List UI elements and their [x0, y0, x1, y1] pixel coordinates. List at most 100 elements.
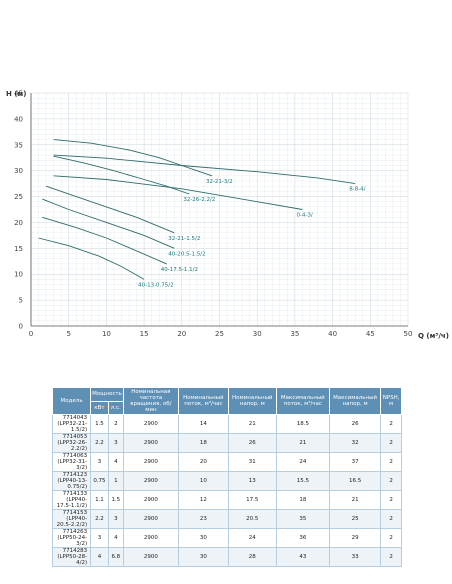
chart-grid [30, 92, 409, 327]
table-row: 7714153 (LPP40-20.5-2.2/2) 2.2 3 2900 23 20.5… [51, 509, 402, 529]
table-cell: 20 [177, 452, 229, 472]
chart-curves: 32-21-3/2 8-8-4/32-26-2.2/2 0-4-3/32-21-1.… [38, 139, 366, 288]
table-cell: 2 [380, 471, 402, 491]
table-cell: 2900 [122, 509, 179, 529]
table-cell: 29 [328, 528, 382, 548]
table-row: 7714123 (LPP40-13-0.75/2) 0.75 1 2900 10 13 15… [51, 471, 402, 491]
y-tick-label: 45 [14, 90, 23, 98]
table-cell: 2900 [122, 547, 179, 567]
table-row: 7714283 (LPP50-28-4/2) 4 6.8 2900 30 28 43 33 2 [51, 547, 402, 567]
x-tick-label: 0 [29, 330, 33, 338]
x-tick-label: 50 [404, 330, 413, 338]
table-cell: 6.8 [107, 547, 124, 567]
chart-ticks: 0 5 10 15 20 25 30 35 40 45 50 0 5 10 15 20 25 30 35 40 45 [14, 90, 412, 339]
series-line [53, 139, 213, 177]
table-cell: 1.5 [90, 414, 109, 434]
header-nominal-flow: Номинальный поток, м³/час [177, 387, 229, 415]
table-cell: 43 [275, 547, 331, 567]
series-label: 40-17.5-1.1/2 [161, 267, 198, 273]
table-row: 7714133 (LPP40-17.5-1.1/2) 1.1 1.5 2900 12 17… [51, 490, 402, 510]
table-cell: 1.1 [90, 490, 109, 510]
table-cell: 2 [380, 528, 402, 548]
cell-model: 7714153 (LPP40-20.5-2.2/2) [51, 509, 92, 529]
x-tick-label: 45 [366, 330, 375, 338]
table-cell: 16.5 [328, 471, 382, 491]
spec-table-wrap: Модель Мощность Номинальная частота вращ… [51, 387, 402, 567]
series-label: 0-4-3/ [296, 213, 312, 219]
header-max-head: Максимальный напор, м [328, 387, 382, 415]
header-model: Модель [51, 387, 92, 415]
y-tick-label: 5 [19, 297, 23, 305]
table-cell: 30 [177, 528, 229, 548]
table-cell: 2 [107, 414, 124, 434]
y-tick-label: 30 [14, 167, 23, 175]
table-cell: 36 [275, 528, 331, 548]
table-cell: 18.5 [275, 414, 331, 434]
header-speed: Номинальная частота вращения, об/мин [122, 387, 179, 415]
table-cell: 1 [107, 471, 124, 491]
series-label: 40-13-0.75/2 [138, 282, 174, 288]
table-cell: 14 [177, 414, 229, 434]
series-line [45, 185, 175, 234]
table-cell: 20.5 [227, 509, 277, 529]
table-row: 7714263 (LPP50-24-3/2) 3 4 2900 30 24 36 29 2 [51, 528, 402, 548]
cell-model: 7714043 (LPP32-21-1.5/2) [51, 414, 92, 434]
table-cell: 3 [90, 528, 109, 548]
x-tick-label: 30 [253, 330, 262, 338]
cell-model: 7714283 (LPP50-28-4/2) [51, 547, 92, 567]
y-tick-label: 10 [14, 271, 23, 279]
y-tick-label: 25 [14, 193, 23, 201]
table-cell: 28 [227, 547, 277, 567]
table-cell: 3 [107, 509, 124, 529]
series-line [42, 198, 175, 249]
table-cell: 2900 [122, 452, 179, 472]
table-cell: 2 [380, 433, 402, 453]
series-line [53, 175, 303, 210]
table-cell: 35 [275, 509, 331, 529]
table-cell: 21 [227, 414, 277, 434]
table-cell: 13 [227, 471, 277, 491]
table-cell: 37 [328, 452, 382, 472]
series-line [42, 216, 167, 265]
header-nominal-head: Номинальный напор, м [227, 387, 277, 415]
table-cell: 2 [380, 547, 402, 567]
table-cell: 26 [227, 433, 277, 453]
table-cell: 2.2 [90, 433, 109, 453]
cell-model: 7714133 (LPP40-17.5-1.1/2) [51, 490, 92, 510]
x-tick-label: 35 [290, 330, 299, 338]
table-cell: 18 [275, 490, 331, 510]
table-cell: 2900 [122, 528, 179, 548]
series-line [38, 237, 145, 280]
table-cell: 0.75 [90, 471, 109, 491]
table-cell: 33 [328, 547, 382, 567]
y-tick-label: 0 [19, 323, 23, 331]
series-label: 32-21-1.5/2 [168, 236, 200, 242]
table-cell: 15.5 [275, 471, 331, 491]
pump-curve-chart: 0 5 10 15 20 25 30 35 40 45 50 0 5 10 15 20 25 30 35 40 45 3… [6, 90, 449, 341]
y-axis-label: H (м) [6, 90, 26, 98]
table-cell: 18 [177, 433, 229, 453]
x-tick-label: 20 [177, 330, 186, 338]
spec-table-body: 7714043 (LPP32-21-1.5/2) 1.5 2 2900 14 21 18.5… [51, 414, 402, 567]
cell-model: 7714123 (LPP40-13-0.75/2) [51, 471, 92, 491]
table-cell: 3 [90, 452, 109, 472]
table-cell: 2 [380, 414, 402, 434]
table-cell: 2 [380, 490, 402, 510]
table-cell: 17.5 [227, 490, 277, 510]
table-cell: 23 [177, 509, 229, 529]
y-tick-label: 35 [14, 141, 23, 149]
table-cell: 2 [380, 452, 402, 472]
header-npsh: NPSH, м [380, 387, 402, 415]
table-row: 7714043 (LPP32-21-1.5/2) 1.5 2 2900 14 21 18.5… [51, 414, 402, 434]
cell-model: 7714063 (LPP32-31-3/2) [51, 452, 92, 472]
table-cell: 2900 [122, 433, 179, 453]
table-cell: 4 [107, 452, 124, 472]
series-label: 8-8-4/ [349, 187, 365, 193]
table-cell: 21 [328, 490, 382, 510]
table-cell: 2900 [122, 471, 179, 491]
table-cell: 25 [328, 509, 382, 529]
spec-table: Модель Мощность Номинальная частота вращ… [51, 387, 402, 567]
table-row: 7714053 (LPP32-26-2.2/2) 2.2 3 2900 18 26 21 32… [51, 433, 402, 453]
header-power-hp: л.с. [107, 400, 124, 415]
header-power: Мощность [90, 387, 124, 402]
